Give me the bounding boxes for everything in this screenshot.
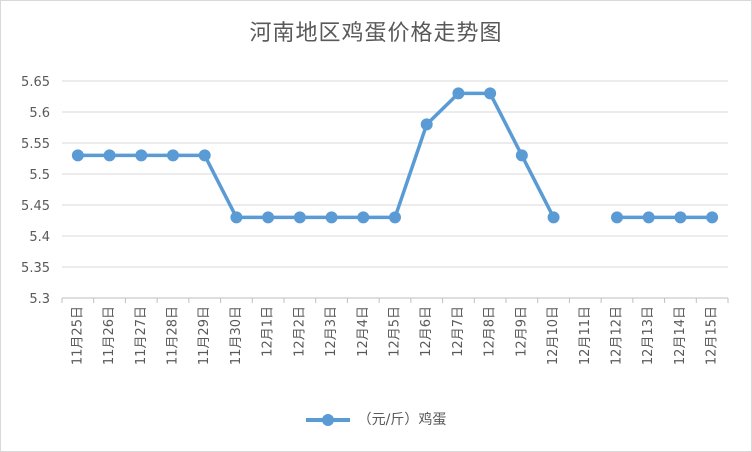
chart-legend: （元/斤）鸡蛋 [1,409,751,429]
data-point [135,149,148,162]
series-line [77,91,713,220]
data-point [71,149,84,162]
y-tick-label: 5.5 [29,168,50,183]
x-tick-label: 12月4日 [356,306,371,357]
data-point [515,149,528,162]
x-tick-label: 12月15日 [705,306,720,365]
data-point [484,87,497,100]
data-point [230,211,243,224]
x-tick-label: 12月6日 [419,306,434,357]
legend-label: （元/斤）鸡蛋 [357,412,447,428]
data-point [547,211,560,224]
y-tick-label: 5.35 [21,261,50,276]
x-tick-label: 12月9日 [514,306,529,357]
x-tick-label: 11月30日 [229,306,244,365]
data-point [642,211,655,224]
y-tick-label: 5.55 [21,137,50,152]
data-point [452,87,465,100]
data-point [293,211,306,224]
x-tick-label: 12月12日 [610,306,625,365]
x-tick-label: 11月26日 [102,306,117,365]
y-tick-label: 5.4 [29,230,50,245]
chart-title: 河南地区鸡蛋价格走势图 [249,21,503,46]
x-tick-label: 11月27日 [134,306,149,365]
data-point [198,149,211,162]
x-tick-label: 12月8日 [483,306,498,357]
x-tick-label: 12月13日 [641,306,656,365]
data-point [389,211,401,224]
x-tick-label: 12月14日 [673,306,688,365]
data-point [674,211,687,224]
y-tick-label: 5.65 [21,75,50,90]
x-tick-label: 11月29日 [197,306,212,365]
y-tick-label: 5.6 [29,106,50,121]
x-tick-label: 11月28日 [166,306,181,365]
x-tick-label: 12月2日 [292,306,307,357]
data-point [167,149,179,162]
data-point [103,149,116,162]
y-tick-label: 5.3 [29,292,50,307]
x-tick-label: 12月3日 [324,306,339,357]
x-tick-label: 12月7日 [451,306,466,357]
x-tick-label: 11月25日 [70,306,85,365]
x-tick-label: 12月11日 [578,306,593,365]
data-point [325,211,338,224]
y-tick-label: 5.45 [21,199,50,214]
data-point [262,211,275,224]
x-tick-label: 12月10日 [546,306,561,365]
data-point [357,211,370,224]
legend-swatch [305,414,350,426]
data-point [420,118,433,131]
x-tick-label: 12月5日 [388,306,403,357]
x-tick-label: 12月1日 [261,306,276,357]
data-point [706,211,719,224]
data-point [611,211,623,224]
